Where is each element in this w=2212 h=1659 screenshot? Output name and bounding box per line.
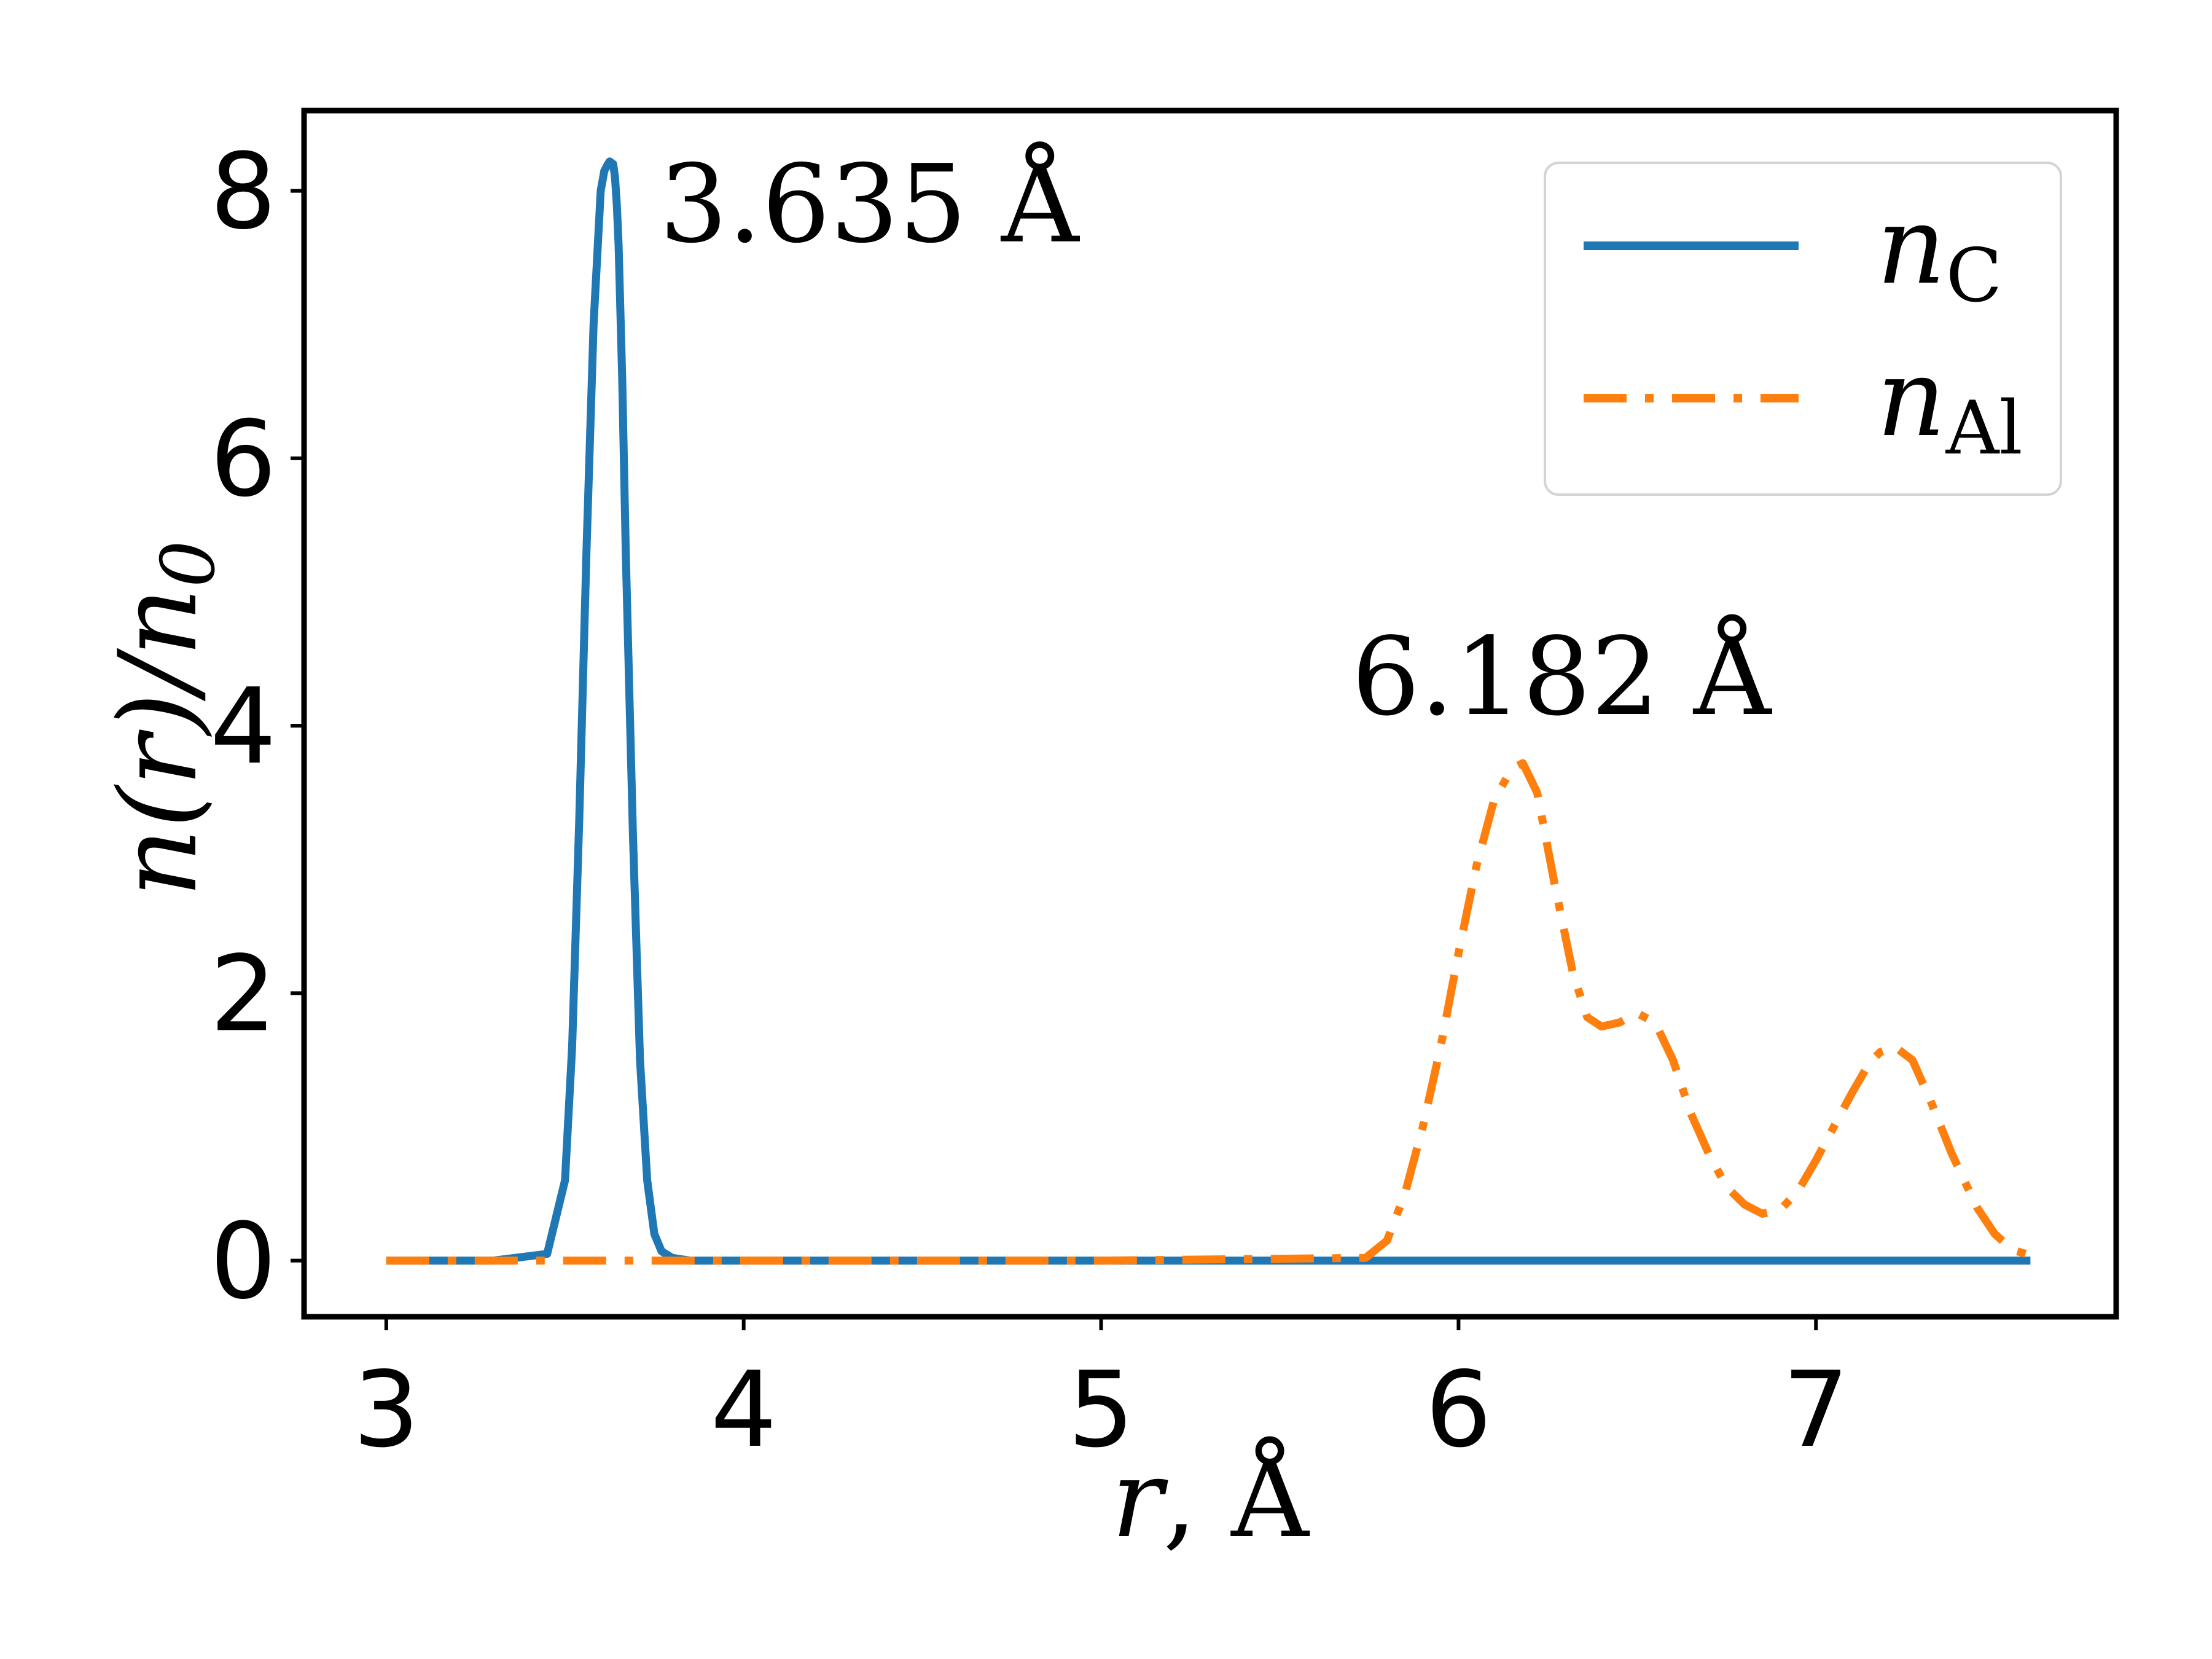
annotations: 3.635 Å 6.182 Å bbox=[659, 142, 1773, 740]
peak-annotation: 3.635 Å bbox=[659, 142, 1081, 267]
legend-label-nal-sub: Al bbox=[1945, 386, 2023, 471]
x-tick-label: 5 bbox=[1068, 1349, 1134, 1471]
y-axis-ticks: 0 2 4 6 8 bbox=[210, 131, 304, 1323]
legend-label-nc-base: n bbox=[1877, 184, 1946, 308]
legend-label-nal-base: n bbox=[1877, 336, 1946, 461]
legend: nC nAl bbox=[1544, 162, 2062, 496]
x-tick-label: 4 bbox=[711, 1349, 777, 1471]
peak-annotation: 6.182 Å bbox=[1351, 614, 1773, 740]
x-axis-ticks: 3 4 5 6 7 bbox=[353, 1317, 1849, 1471]
y-axis-label-main: n(r)/n bbox=[96, 587, 221, 898]
y-axis-label-sub: 0 bbox=[146, 541, 232, 587]
y-tick-label: 4 bbox=[210, 666, 276, 788]
x-tick-label: 7 bbox=[1783, 1349, 1849, 1471]
series-line-nal bbox=[386, 759, 2032, 1265]
x-tick-label: 6 bbox=[1425, 1349, 1491, 1471]
legend-label-nc-sub: C bbox=[1946, 233, 2003, 319]
plot-area bbox=[301, 108, 2119, 1320]
x-axis-label-var: r bbox=[1111, 1437, 1168, 1562]
series-layer bbox=[386, 157, 2032, 1265]
y-tick-label: 8 bbox=[210, 131, 276, 253]
x-tick-label: 3 bbox=[353, 1349, 420, 1471]
legend-label-nal: nAl bbox=[1877, 336, 2023, 471]
y-tick-label: 0 bbox=[210, 1201, 276, 1323]
x-axis-label: r, Å bbox=[1111, 1437, 1310, 1562]
axes-frame bbox=[301, 108, 2119, 1320]
x-axis-label-rest: , Å bbox=[1163, 1437, 1310, 1562]
y-tick-label: 2 bbox=[210, 933, 276, 1055]
y-tick-label: 6 bbox=[210, 399, 276, 520]
y-axis-label: n(r)/n0 bbox=[96, 541, 232, 898]
legend-label-nc: nC bbox=[1877, 184, 2003, 319]
